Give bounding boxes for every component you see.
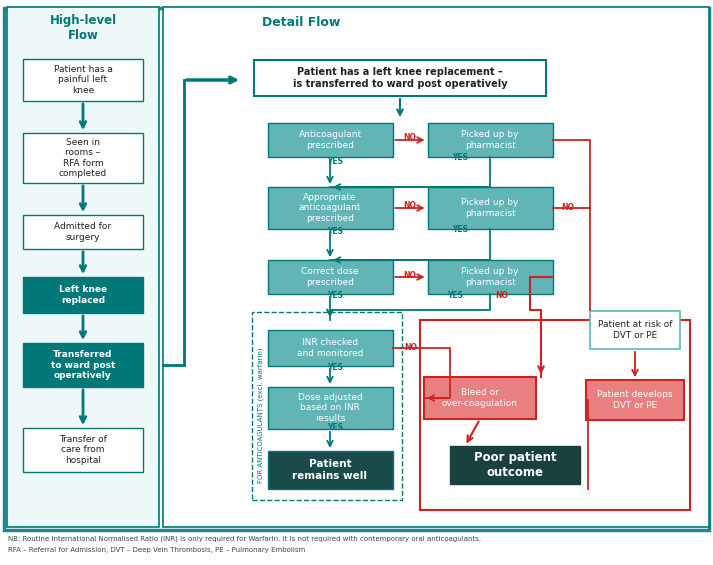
Text: YES: YES [447, 292, 463, 301]
Text: Left knee
replaced: Left knee replaced [59, 285, 107, 305]
Text: YES: YES [452, 154, 468, 163]
Text: YES: YES [327, 227, 343, 236]
FancyBboxPatch shape [267, 330, 392, 366]
FancyBboxPatch shape [23, 215, 143, 249]
FancyBboxPatch shape [428, 187, 553, 229]
Text: Seen in
rooms –
RFA form
completed: Seen in rooms – RFA form completed [59, 138, 107, 178]
FancyBboxPatch shape [267, 187, 392, 229]
Text: FOR ANTICOAGULANTS (excl. warfarin): FOR ANTICOAGULANTS (excl. warfarin) [258, 347, 265, 483]
Text: NB: Routine International Normalised Ratio (INR) is only required for Warfarin. : NB: Routine International Normalised Rat… [8, 536, 481, 542]
Text: INR checked
and monitored: INR checked and monitored [297, 338, 363, 358]
Text: Patient
remains well: Patient remains well [292, 459, 367, 481]
FancyBboxPatch shape [23, 428, 143, 472]
Text: YES: YES [327, 157, 343, 166]
Text: RFA – Referral for Admission, DVT – Deep Vein Thrombosis, PE – Pulmonary Embolis: RFA – Referral for Admission, DVT – Deep… [8, 547, 305, 553]
FancyBboxPatch shape [424, 377, 536, 419]
Text: NO: NO [561, 203, 574, 212]
FancyBboxPatch shape [254, 60, 546, 96]
FancyBboxPatch shape [7, 7, 159, 527]
Text: NO: NO [404, 271, 416, 280]
Text: Patient develops
DVT or PE: Patient develops DVT or PE [597, 390, 673, 410]
FancyBboxPatch shape [428, 123, 553, 157]
FancyBboxPatch shape [428, 260, 553, 294]
Text: Anticoagulant
prescribed: Anticoagulant prescribed [299, 131, 361, 150]
Text: YES: YES [452, 225, 468, 234]
Text: Transferred
to ward post
operatively: Transferred to ward post operatively [51, 350, 116, 380]
Text: NO: NO [404, 133, 416, 141]
Text: NO: NO [496, 292, 508, 301]
Text: NO: NO [404, 344, 417, 353]
FancyBboxPatch shape [23, 59, 143, 101]
Text: Patient at risk of
DVT or PE: Patient at risk of DVT or PE [597, 320, 672, 340]
Text: Transfer of
care from
hospital: Transfer of care from hospital [59, 435, 107, 465]
Text: High-level
Flow: High-level Flow [49, 14, 116, 42]
FancyBboxPatch shape [267, 123, 392, 157]
Text: YES: YES [327, 424, 343, 432]
Text: Picked up by
pharmacist: Picked up by pharmacist [461, 267, 518, 286]
FancyBboxPatch shape [23, 277, 143, 313]
FancyBboxPatch shape [23, 133, 143, 183]
Text: Picked up by
pharmacist: Picked up by pharmacist [461, 131, 518, 150]
Text: Bleed or
over-coagulation: Bleed or over-coagulation [442, 388, 518, 408]
Text: Correct dose
prescribed: Correct dose prescribed [302, 267, 359, 286]
Text: YES: YES [327, 292, 343, 301]
FancyBboxPatch shape [267, 451, 392, 489]
FancyBboxPatch shape [450, 446, 580, 484]
Text: Patient has a left knee replacement –
is transferred to ward post operatively: Patient has a left knee replacement – is… [293, 67, 508, 89]
FancyBboxPatch shape [586, 380, 684, 420]
Text: Appropriate
anticoagulant
prescribed: Appropriate anticoagulant prescribed [299, 193, 361, 223]
FancyBboxPatch shape [23, 343, 143, 387]
Text: NO: NO [404, 202, 416, 211]
Text: Patient has a
painful left
knee: Patient has a painful left knee [53, 65, 113, 95]
FancyBboxPatch shape [267, 260, 392, 294]
FancyBboxPatch shape [590, 311, 680, 349]
Text: YES: YES [327, 363, 343, 372]
Text: Dose adjusted
based on INR
results: Dose adjusted based on INR results [297, 393, 362, 423]
Text: Detail Flow: Detail Flow [262, 15, 340, 28]
Text: Picked up by
pharmacist: Picked up by pharmacist [461, 198, 518, 218]
FancyBboxPatch shape [267, 387, 392, 429]
FancyBboxPatch shape [163, 7, 709, 527]
Text: Admitted for
surgery: Admitted for surgery [54, 222, 111, 242]
Text: Poor patient
outcome: Poor patient outcome [473, 451, 556, 479]
